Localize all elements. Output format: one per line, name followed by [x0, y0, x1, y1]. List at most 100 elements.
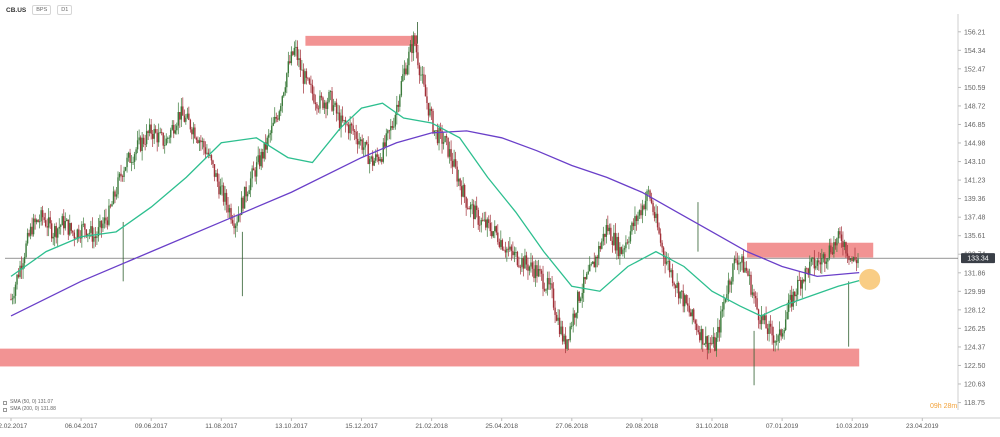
candle-body	[435, 130, 437, 132]
candle-body	[16, 274, 18, 285]
candle-body	[596, 256, 598, 259]
candle-body	[167, 138, 169, 139]
candle-body	[721, 309, 724, 312]
candle-body	[442, 142, 445, 144]
legend-item-sma200[interactable]: SMA (200, 0) 131.88	[3, 406, 56, 413]
candle-body	[702, 329, 704, 345]
candle-body	[72, 230, 74, 233]
candle-body	[298, 58, 300, 60]
legend-checkbox-sma200[interactable]	[3, 407, 7, 412]
candle-body	[706, 336, 709, 350]
x-tick-label: 07.01.2019	[766, 423, 799, 430]
candle-body	[384, 142, 386, 147]
candle-body	[751, 292, 754, 295]
candle-body	[387, 130, 389, 134]
candle-body	[772, 335, 775, 343]
interval-dropdown[interactable]: D1	[57, 5, 73, 15]
candle-body	[516, 251, 519, 266]
symbol-label[interactable]: CB.US	[6, 6, 27, 14]
candle-body	[136, 140, 139, 150]
candle-body	[625, 242, 627, 249]
candle-body	[295, 46, 297, 48]
candle-body	[328, 91, 330, 102]
candle-body	[100, 220, 103, 229]
candle-body	[670, 270, 672, 273]
candle-body	[372, 156, 374, 166]
candle-body	[768, 323, 770, 334]
candle-body	[209, 155, 211, 156]
y-tick-label: 126.25	[964, 326, 986, 333]
candle-body	[195, 138, 198, 140]
candle-body	[405, 68, 407, 75]
candle-body	[139, 137, 142, 151]
candle-body	[66, 219, 68, 221]
candle-body	[406, 65, 409, 75]
candle-body	[554, 307, 556, 315]
candle-body	[765, 315, 767, 329]
candle-body	[308, 78, 311, 84]
x-tick-label: 27.06.2018	[556, 423, 589, 430]
candle-body	[310, 83, 312, 85]
candle-body	[705, 336, 707, 344]
candle-body	[124, 167, 127, 171]
candle-body	[222, 185, 225, 202]
candle-body	[114, 191, 116, 197]
candle-body	[79, 237, 82, 239]
candle-body	[560, 326, 562, 335]
candle-body	[632, 222, 635, 227]
zone-mid-resistance	[747, 242, 874, 258]
y-tick-label: 146.85	[964, 122, 986, 129]
candle-body	[760, 314, 763, 325]
candle-body	[84, 223, 86, 230]
candle-body	[249, 178, 252, 191]
candle-body	[570, 325, 573, 327]
candle-body	[451, 160, 454, 167]
candle-body	[644, 200, 647, 210]
candle-body	[680, 290, 683, 292]
candle-body	[189, 119, 192, 130]
candle-body	[619, 247, 621, 257]
candle-body	[432, 111, 434, 133]
candle-body	[46, 226, 48, 228]
candle-body	[263, 142, 265, 159]
candle-body	[219, 186, 222, 195]
highlight-marker	[859, 268, 881, 290]
candle-body	[822, 254, 825, 258]
candle-body	[674, 285, 677, 288]
candle-body	[142, 137, 145, 144]
candle-body	[379, 159, 381, 161]
candle-body	[784, 319, 787, 331]
candle-body	[688, 305, 690, 313]
candle-body	[546, 278, 549, 290]
candle-body	[573, 313, 576, 318]
candle-body	[87, 233, 89, 237]
candle-body	[156, 132, 158, 143]
candle-body	[848, 256, 850, 261]
candle-body	[774, 341, 776, 343]
candle-body	[88, 232, 91, 234]
candle-body	[115, 194, 118, 197]
legend-checkbox-sma50[interactable]	[3, 400, 7, 405]
candle-body	[540, 270, 543, 274]
legend-item-sma50[interactable]: SMA (50, 0) 131.07	[3, 399, 56, 406]
candle-body	[700, 329, 702, 341]
candle-body	[76, 229, 79, 240]
candle-body	[200, 140, 202, 143]
chart-type-dropdown[interactable]: BPS	[32, 5, 52, 15]
y-tick-label: 120.63	[964, 381, 986, 388]
candle-body	[382, 142, 384, 162]
candle-body	[168, 137, 170, 139]
candle-body	[278, 111, 280, 120]
candle-body	[718, 326, 721, 333]
candle-body	[218, 181, 220, 195]
candle-body	[316, 104, 318, 109]
candle-body	[335, 102, 338, 114]
candle-body	[341, 115, 344, 121]
candle-body	[283, 92, 285, 97]
candle-body	[485, 219, 487, 228]
candle-body	[620, 247, 623, 254]
candle-body	[628, 241, 630, 243]
candle-body	[488, 219, 490, 223]
